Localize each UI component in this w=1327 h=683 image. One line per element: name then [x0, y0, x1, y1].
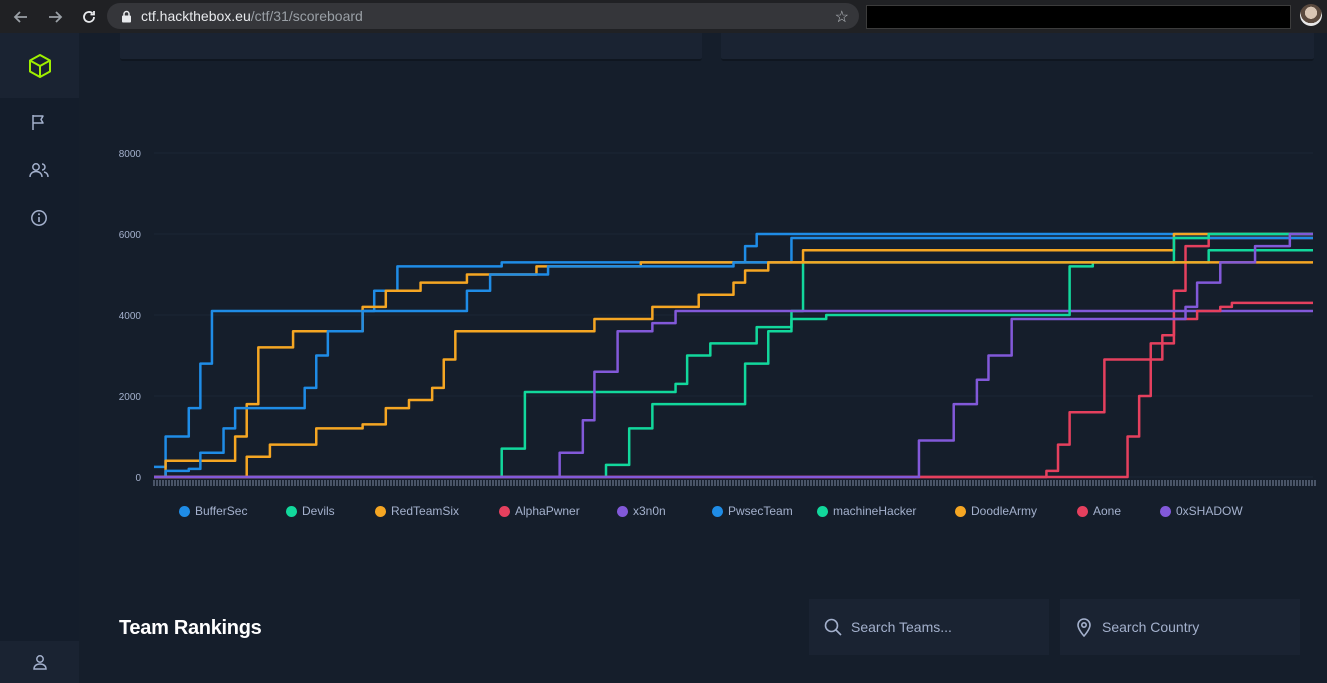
url-text: ctf.hackthebox.eu/ctf/31/scoreboard	[141, 8, 363, 24]
legend-label: x3n0n	[633, 504, 666, 518]
legend-dot-icon	[286, 505, 297, 517]
profile-avatar[interactable]	[1300, 4, 1322, 26]
legend-label: DoodleArmy	[971, 504, 1038, 518]
main-content: 8000 6000 4000 2000 0 BufferSec Devils RedTeam…	[79, 33, 1327, 683]
browser-toolbar: ctf.hackthebox.eu/ctf/31/scoreboard ☆	[0, 0, 1327, 33]
page-title: Team Rankings	[119, 617, 262, 639]
info-icon	[31, 210, 47, 226]
legend-item[interactable]: RedTeamSix	[375, 504, 459, 518]
stats-card	[721, 33, 1314, 61]
search-country-input[interactable]	[1100, 618, 1284, 636]
legend-dot-icon	[955, 505, 966, 517]
sidebar-item-challenges[interactable]	[26, 109, 52, 135]
scoreboard-chart: 8000 6000 4000 2000 0	[119, 149, 1316, 486]
stats-card	[120, 33, 702, 61]
series-line-x3n0n[interactable]	[154, 309, 1313, 479]
legend-label: Aone	[1093, 504, 1122, 518]
address-bar[interactable]: ctf.hackthebox.eu/ctf/31/scoreboard ☆	[107, 3, 859, 29]
reload-button[interactable]	[75, 3, 103, 31]
sidebar-item-teams[interactable]	[26, 157, 52, 183]
users-icon	[29, 163, 49, 178]
flag-icon	[32, 115, 44, 130]
arrow-right-icon	[49, 10, 63, 23]
search-teams-box[interactable]	[809, 599, 1049, 655]
forward-button[interactable]	[41, 3, 69, 31]
legend-label: 0xSHADOW	[1176, 504, 1243, 518]
legend-item[interactable]: PwsecTeam	[712, 504, 793, 518]
legend-dot-icon	[499, 505, 510, 517]
legend-dot-icon	[712, 505, 723, 517]
sidebar-item-info[interactable]	[26, 205, 52, 231]
legend-dot-icon	[179, 505, 190, 517]
legend-item[interactable]: Aone	[1077, 504, 1121, 518]
location-pin-icon	[1074, 617, 1094, 637]
series-line-aone[interactable]	[154, 301, 1313, 479]
arrow-left-icon	[13, 10, 27, 23]
legend-dot-icon	[1077, 505, 1088, 517]
reload-icon	[83, 10, 95, 23]
series-line-alphapwner[interactable]	[154, 236, 1313, 479]
legend-label: AlphaPwner	[515, 504, 580, 518]
y-tick-label: 0	[135, 473, 141, 484]
sidebar	[0, 33, 79, 683]
legend-dot-icon	[617, 505, 628, 517]
back-button[interactable]	[7, 3, 35, 31]
legend-dot-icon	[1160, 505, 1171, 517]
user-icon	[32, 655, 47, 670]
legend-dot-icon	[817, 505, 828, 517]
legend-label: PwsecTeam	[728, 504, 793, 518]
sidebar-item-profile[interactable]	[0, 641, 79, 683]
series-line-0xshadow[interactable]	[154, 232, 1313, 479]
y-tick-label: 6000	[119, 230, 142, 241]
legend-item[interactable]: 0xSHADOW	[1160, 504, 1243, 518]
series-line-doodlearmy[interactable]	[154, 261, 1313, 479]
legend-item[interactable]: AlphaPwner	[499, 504, 580, 518]
star-icon[interactable]: ☆	[834, 9, 849, 26]
search-icon	[823, 617, 843, 637]
cube-icon	[28, 53, 51, 78]
lock-icon	[119, 9, 133, 23]
url-path: /ctf/31/scoreboard	[250, 8, 363, 24]
y-tick-label: 8000	[119, 149, 142, 160]
search-country-box[interactable]	[1060, 599, 1300, 655]
legend-item[interactable]: machineHacker	[817, 504, 916, 518]
legend-label: BufferSec	[195, 504, 248, 518]
series-line-pwsecteam[interactable]	[154, 236, 1313, 479]
legend-label: Devils	[302, 504, 335, 518]
legend-item[interactable]: Devils	[286, 504, 335, 518]
legend-item[interactable]: DoodleArmy	[955, 504, 1037, 518]
legend-item[interactable]: x3n0n	[617, 504, 666, 518]
legend-item[interactable]: BufferSec	[179, 504, 247, 518]
legend-label: machineHacker	[833, 504, 917, 518]
extension-bar	[866, 5, 1291, 29]
legend-dot-icon	[375, 505, 386, 517]
search-teams-input[interactable]	[849, 618, 1033, 636]
logo[interactable]	[0, 33, 79, 98]
y-tick-label: 2000	[119, 392, 142, 403]
y-tick-label: 4000	[119, 311, 142, 322]
legend-label: RedTeamSix	[391, 504, 460, 518]
url-domain: ctf.hackthebox.eu	[141, 8, 251, 24]
